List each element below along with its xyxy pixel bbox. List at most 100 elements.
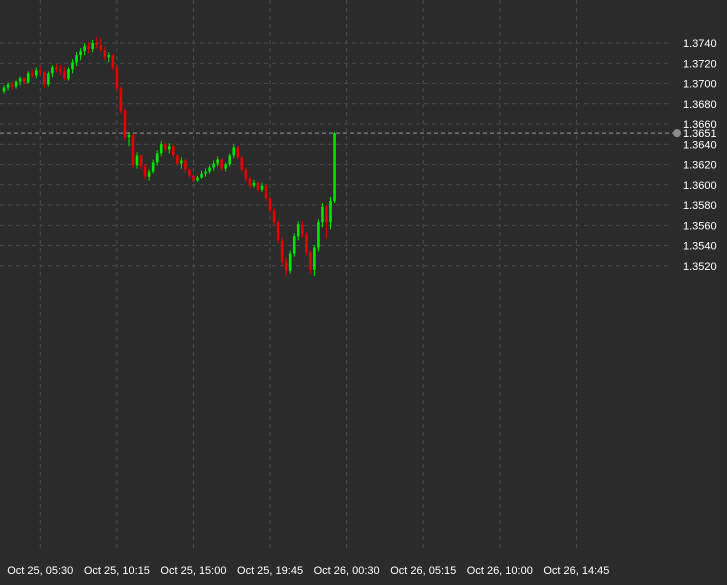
candle-body [268,197,272,211]
candle-bullish [333,132,336,203]
candle-bearish [176,154,179,167]
candle-bearish [244,167,248,182]
candle-bullish [147,169,151,181]
candle-bearish [325,205,328,239]
candle-body [63,71,66,79]
y-tick-label: 1.3640 [683,139,717,151]
candle-bullish [216,156,219,167]
candle-bearish [305,232,308,256]
candle-body [99,45,103,51]
candle-body [180,160,183,164]
candle-bullish [196,175,199,182]
candle-body [139,155,143,167]
candle-body [14,81,18,87]
x-tick-label: Oct 25, 19:45 [237,565,303,577]
current-price: 1.3651 [0,128,717,140]
candle-bearish [103,47,107,61]
candle-body [220,159,223,169]
x-tick-label: Oct 25, 10:15 [84,565,150,577]
candle-bullish [180,157,183,169]
candle-bullish [71,59,74,74]
candle-bearish [123,108,127,141]
candle-bearish [30,69,34,78]
candle-bullish [151,159,155,174]
candle-bullish [47,71,50,87]
current-price-marker [673,129,681,138]
candle-bearish [119,86,123,114]
candle-bullish [292,233,296,257]
candle-bearish [55,63,58,73]
candle-body [6,84,10,88]
y-axis: 1.3520 1.3540 1.3560 1.3580 1.3600 1.3620 1.36… [683,38,717,273]
candle-bullish [107,52,111,63]
candle-body [159,144,163,154]
candle-body [103,50,107,58]
candle-body [208,167,211,172]
candle-bullish [260,182,264,192]
candle-body [135,155,139,166]
candle-bearish [264,183,268,201]
candle-bearish [131,134,135,169]
candle-body [256,182,260,190]
candle-bearish [99,37,103,53]
candle-body [296,224,300,237]
candle-body [204,171,207,174]
candle-bullish [51,65,54,78]
candle-bullish [75,52,78,67]
candle-body [236,147,240,158]
candle-body [280,240,284,262]
x-tick-label: Oct 26, 10:00 [467,565,533,577]
candle-body [329,200,332,223]
candle-body [264,185,268,198]
candle-body [47,73,50,85]
candle-body [59,69,62,72]
candle-bullish [14,80,18,89]
candle-bullish [317,219,320,252]
candle-body [212,163,215,168]
candle-bullish [83,43,86,56]
candle-body [284,261,288,271]
candle-body [91,43,94,50]
candle-bearish [95,36,99,49]
candle-bearish [268,196,272,214]
candle-body [200,173,203,178]
candle-bullish [204,168,207,177]
candle-bullish [155,150,159,166]
candle-bearish [143,163,147,180]
candle-body [75,55,78,63]
candle-bullish [228,153,232,167]
candle-bearish [309,250,312,274]
candle-body [123,110,127,138]
candle-bearish [188,168,191,178]
candle-body [192,175,195,181]
candle-bearish [240,155,244,172]
candle-bullish [329,196,332,230]
candle-bullish [79,48,82,61]
candle-body [309,252,312,270]
x-tick-label: Oct 26, 05:15 [390,565,456,577]
candle-body [30,73,34,76]
candle-body [83,46,86,52]
y-tick-label: 1.3720 [683,58,717,70]
candle-bearish [59,65,62,76]
candle-body [107,55,111,58]
candle-bullish [224,162,228,172]
candle-body [10,84,14,87]
candle-body [55,67,58,70]
candle-bearish [87,41,90,54]
candle-body [172,146,175,156]
candle-body [147,171,151,177]
candle-bullish [232,144,236,159]
candle-bullish [135,152,139,169]
candle-body [167,146,171,150]
candle-body [95,43,99,46]
candle-bearish [43,71,46,88]
candle-body [119,88,123,111]
y-tick-label: 1.3700 [683,79,717,91]
candle-body [228,155,232,165]
candle-bearish [184,158,187,173]
candle-bearish [172,144,175,159]
candle-body [26,73,30,83]
candle-body [87,46,90,50]
